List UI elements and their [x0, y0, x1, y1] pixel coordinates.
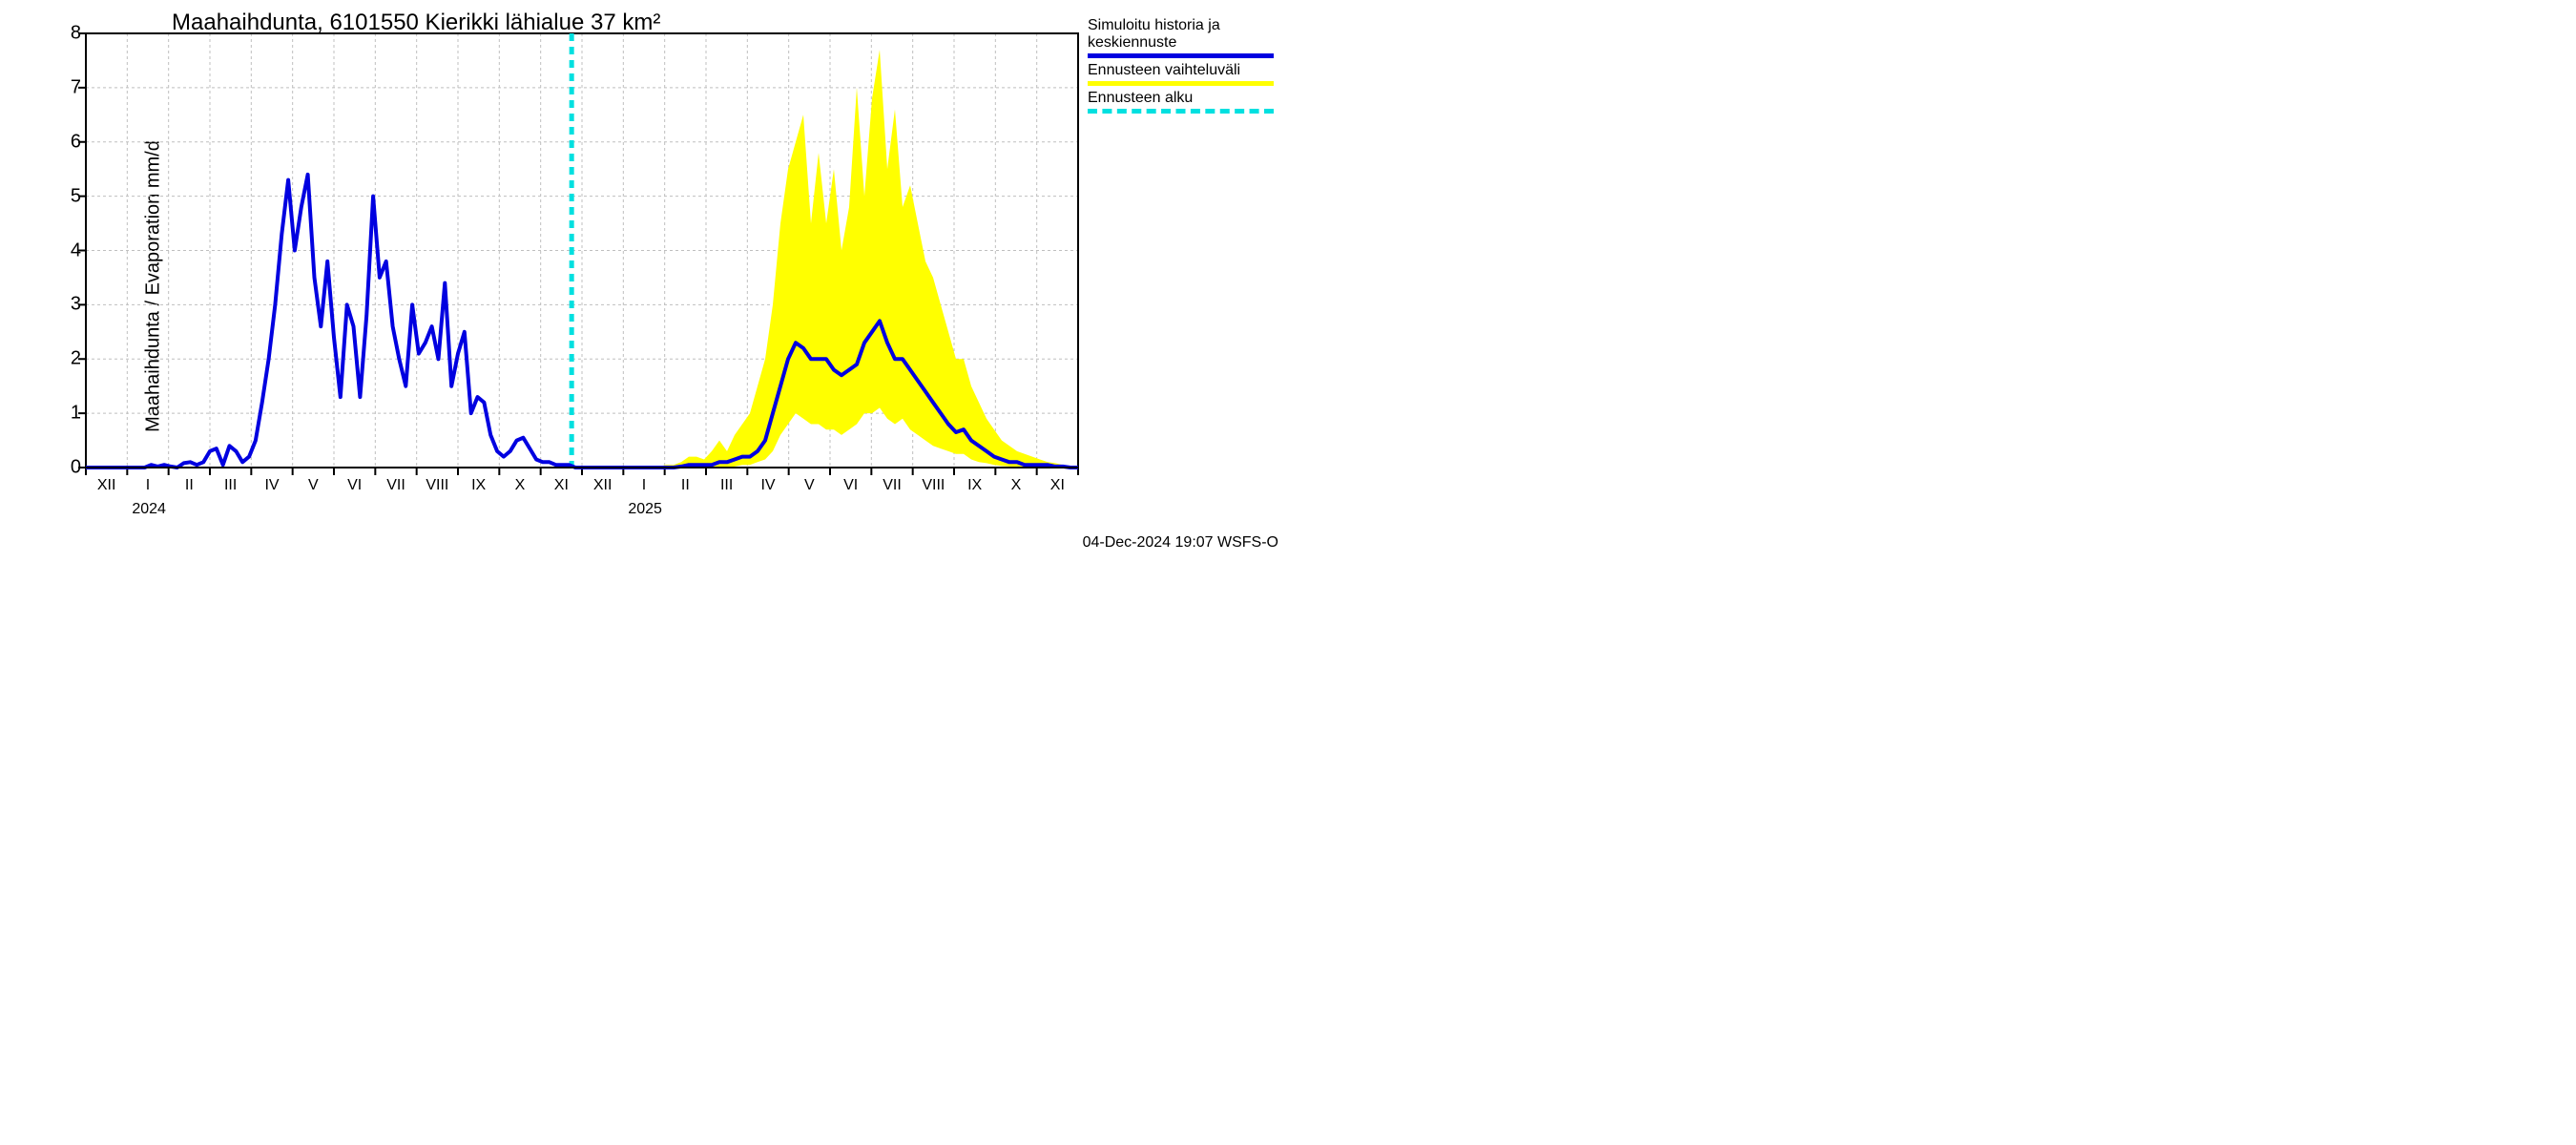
x-tick-label: VIII [922, 477, 945, 494]
legend-label: Simuloitu historia ja keskiennuste [1088, 17, 1278, 52]
x-tick-label: III [224, 477, 237, 494]
y-tick-label: 3 [71, 294, 81, 316]
x-tick-label: XI [1050, 477, 1065, 494]
legend-label: Ennusteen vaihteluväli [1088, 62, 1278, 79]
x-tick-label: IV [760, 477, 775, 494]
y-tick-label: 0 [71, 457, 81, 479]
x-tick-label: I [642, 477, 646, 494]
x-tick-label: II [185, 477, 194, 494]
x-tick-label: V [308, 477, 319, 494]
legend-swatch [1088, 53, 1274, 58]
x-tick-label: IX [967, 477, 982, 494]
x-tick-label: X [1011, 477, 1022, 494]
year-label: 2025 [628, 501, 662, 518]
x-tick-label: VIII [426, 477, 448, 494]
y-tick-label: 8 [71, 23, 81, 45]
x-tick-label: VII [386, 477, 405, 494]
y-tick-label: 4 [71, 239, 81, 261]
x-tick-label: II [681, 477, 690, 494]
x-tick-label: VI [347, 477, 362, 494]
legend-swatch [1088, 109, 1274, 114]
y-tick-label: 7 [71, 76, 81, 98]
x-tick-label: X [515, 477, 526, 494]
x-tick-label: V [804, 477, 815, 494]
y-tick-label: 2 [71, 348, 81, 370]
x-tick-label: IV [264, 477, 279, 494]
x-tick-label: XI [554, 477, 569, 494]
legend-entry: Simuloitu historia ja keskiennuste [1088, 17, 1278, 58]
legend-entry: Ennusteen alku [1088, 90, 1278, 114]
y-tick-label: 1 [71, 403, 81, 425]
legend-label: Ennusteen alku [1088, 90, 1278, 107]
x-tick-label: VI [843, 477, 858, 494]
y-tick-label: 5 [71, 185, 81, 207]
x-tick-label: VII [883, 477, 902, 494]
year-label: 2024 [132, 501, 166, 518]
x-tick-label: IX [471, 477, 486, 494]
legend-entry: Ennusteen vaihteluväli [1088, 62, 1278, 86]
x-tick-label: I [146, 477, 150, 494]
timestamp-label: 04-Dec-2024 19:07 WSFS-O [1083, 534, 1278, 552]
x-tick-label: III [720, 477, 733, 494]
x-tick-label: XII [593, 477, 613, 494]
x-tick-label: XII [97, 477, 116, 494]
legend-swatch [1088, 81, 1274, 86]
y-tick-label: 6 [71, 131, 81, 153]
evaporation-chart: Maahaihdunta / Evaporation mm/d Maahaihd… [0, 0, 1288, 572]
legend: Simuloitu historia ja keskiennuste Ennust… [1088, 17, 1278, 117]
